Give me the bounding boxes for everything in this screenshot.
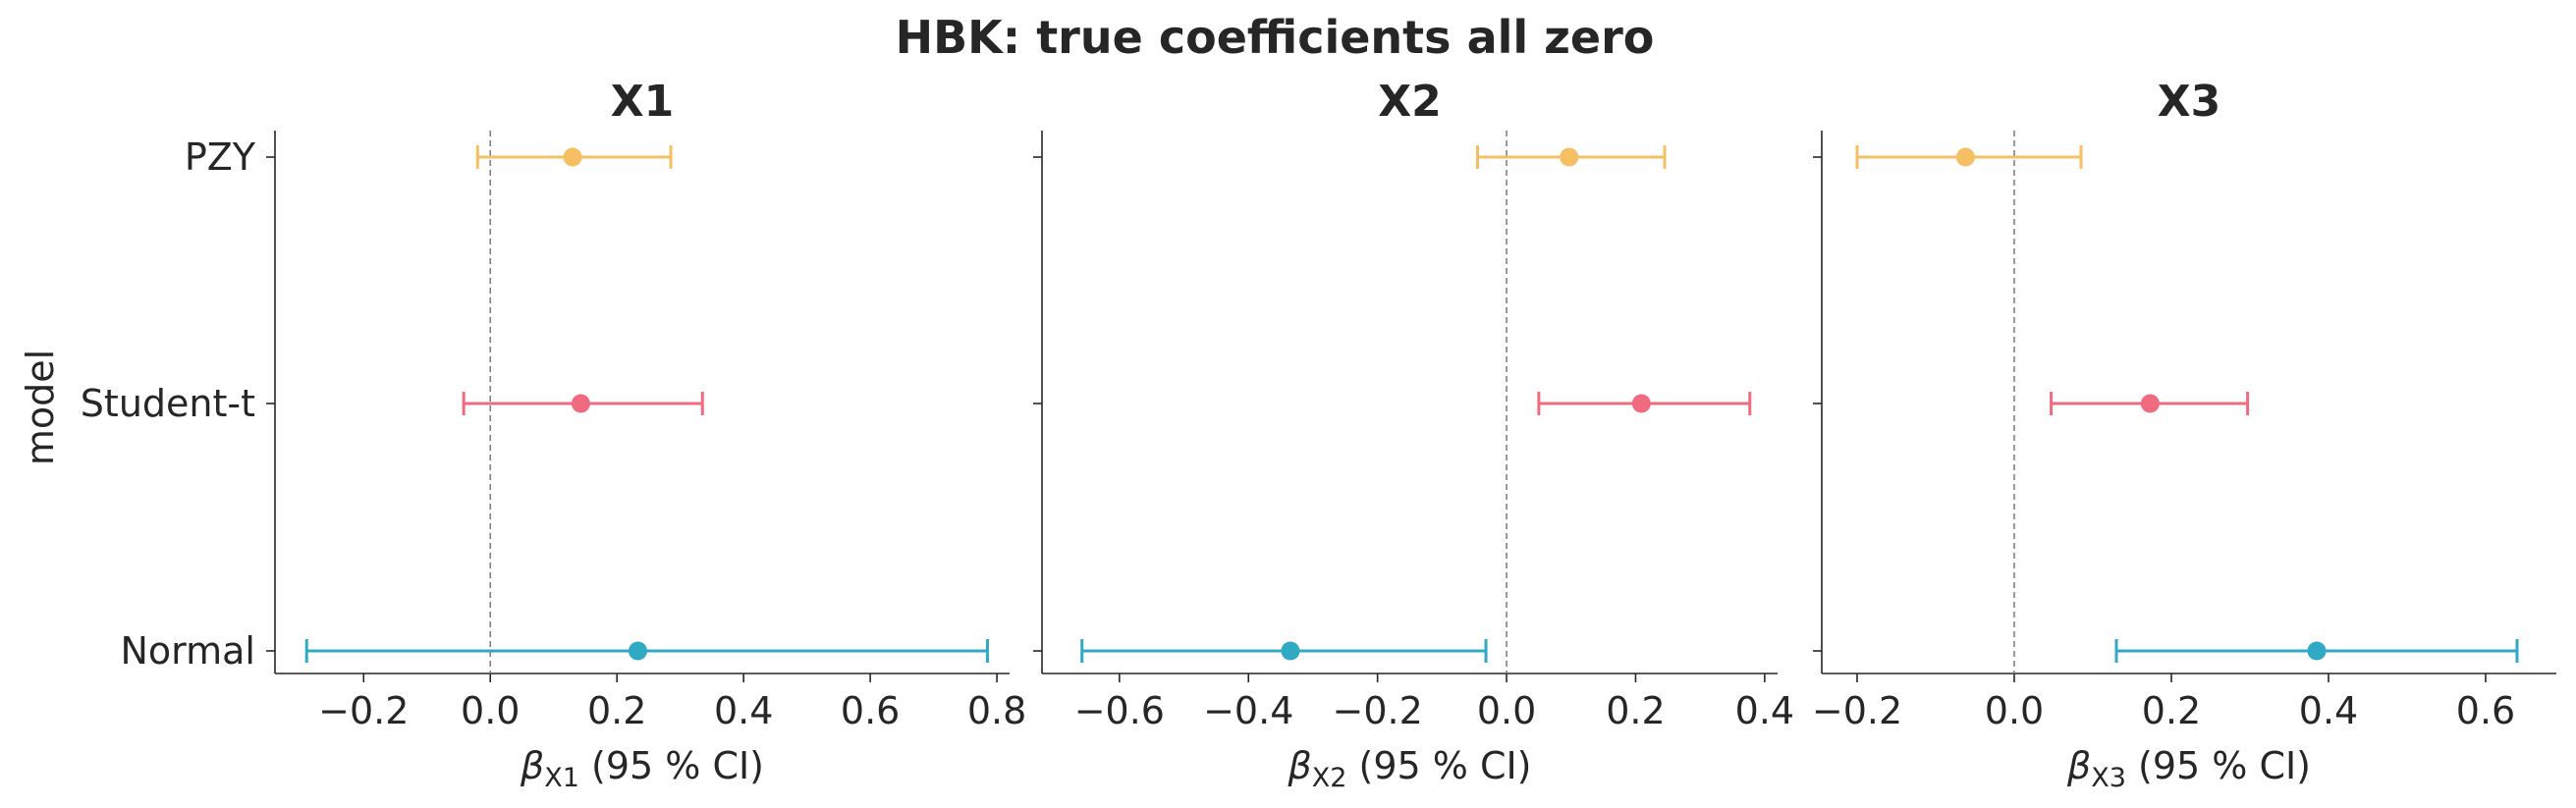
x-tick-label: −0.4 [1203,689,1293,732]
errorbar-normal [2114,639,2519,663]
y-tick-label-student-t: Student-t [81,382,255,425]
y-tick-label-pzy: PZY [185,135,256,179]
x-tick-label: −0.2 [1812,689,1902,732]
point-estimate [1281,641,1300,661]
x-axis-label-text: (95 % CI) [1346,744,1531,787]
x-axis-label: βX2 (95 % CI) [1287,744,1531,793]
x-tick-label: 0.2 [2142,689,2201,732]
x-tick-label: 0.8 [967,689,1026,732]
x-axis-label: βX3 (95 % CI) [2066,744,2311,793]
x-tick-label: 0.2 [587,689,646,732]
errorbar-student-t [2050,392,2250,415]
x-tick-label: −0.2 [1333,689,1423,732]
errorbar-pzy [1855,145,2083,169]
x-tick-label: 0.2 [1606,689,1665,732]
errorbar-normal [304,639,989,663]
x-tick-label: 0.0 [1477,689,1536,732]
x-axis-label-text: (95 % CI) [579,744,764,787]
x-tick-label: 0.0 [1985,689,2044,732]
y-axis-label: model [19,350,62,465]
point-estimate [571,394,590,413]
point-estimate [1955,147,1975,167]
x-axis-label-subscript: X2 [1312,763,1347,793]
panel-x1: X1 PZY Student-t Normal −0.2 0.0 0.2 0.4 0.6 0.8 β… [81,77,1027,793]
x-axis-label-subscript: X1 [544,763,579,793]
x-tick-label: 0.4 [2299,689,2358,732]
errorbar-pzy [475,145,673,169]
x-axis-label-subscript: X3 [2091,763,2126,793]
x-axis-label-symbol: β [1287,744,1311,787]
figure-title: HBK: true coefficients all zero [896,11,1655,64]
point-estimate [1631,394,1651,413]
x-axis-label-text: (95 % CI) [2126,744,2311,787]
x-tick-label: −0.6 [1074,689,1165,732]
x-axis-label-symbol: β [520,744,544,787]
point-estimate [2140,394,2160,413]
errorbar-pzy [1475,145,1667,169]
panel-title: X1 [611,77,675,127]
x-tick-label: 0.6 [2456,689,2515,732]
panel-title: X3 [2158,77,2221,127]
errorbar-normal [1080,639,1488,663]
x-axis-label-symbol: β [2066,744,2091,787]
x-tick-label: 0.4 [714,689,773,732]
x-tick-label: 0.4 [1735,689,1794,732]
x-axis-label: βX1 (95 % CI) [520,744,764,793]
errorbar-student-t [1537,392,1752,415]
point-estimate [628,641,647,661]
panels: X1 PZY Student-t Normal −0.2 0.0 0.2 0.4 0.6 0.8 β… [81,77,2556,793]
point-estimate [2307,641,2327,661]
point-estimate [1560,147,1579,167]
x-tick-label: 0.0 [461,689,520,732]
panel-title: X2 [1378,77,1442,127]
y-tick-label-normal: Normal [121,629,256,673]
x-tick-label: 0.6 [841,689,900,732]
point-estimate [563,147,582,167]
errorbar-student-t [462,392,704,415]
x-tick-label: −0.2 [318,689,409,732]
